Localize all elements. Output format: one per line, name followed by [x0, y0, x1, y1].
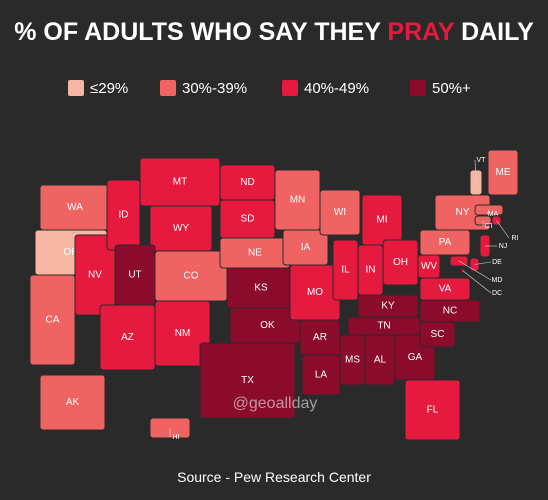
state-label: NY: [456, 207, 470, 218]
state-label: SC: [431, 329, 445, 340]
state-label: GA: [408, 352, 423, 363]
state-label: FL: [427, 405, 439, 416]
state-label: OK: [260, 320, 275, 331]
state-label: NE: [248, 248, 262, 259]
state: [487, 149, 519, 196]
state: [199, 342, 296, 419]
state-label: CO: [184, 271, 199, 282]
state-label: DC: [492, 290, 502, 297]
state-label: AK: [66, 397, 80, 408]
title-part: PRAY: [387, 18, 454, 46]
state: [39, 374, 106, 431]
state-label: IA: [301, 242, 311, 253]
state-label: UT: [128, 270, 141, 281]
state-label: CA: [46, 315, 60, 326]
state-label: MI: [376, 215, 387, 226]
state-label: TX: [241, 375, 254, 386]
legend-swatch: [68, 80, 84, 96]
state-label: AL: [374, 355, 387, 366]
state-label: AZ: [121, 332, 134, 343]
state-label: NJ: [499, 243, 508, 250]
state: [154, 300, 211, 367]
legend-label: ≤29%: [90, 80, 128, 97]
state-label: OR: [64, 247, 79, 258]
legend-label: 40%-49%: [304, 80, 369, 97]
leader-line: [474, 261, 492, 265]
state: [29, 274, 76, 366]
state-label: VT: [477, 157, 487, 164]
leader-line: [462, 270, 492, 294]
state-label: MO: [307, 287, 323, 298]
title-part: DAILY: [454, 18, 534, 46]
state-label: RI: [512, 235, 519, 242]
legend: ≤29% 30%-39% 40%-49% 50%+: [68, 80, 471, 97]
state-label: ME: [496, 167, 511, 178]
state-label: VA: [439, 284, 452, 295]
state: [319, 189, 361, 236]
state-label: MS: [345, 355, 360, 366]
state: [419, 277, 471, 301]
state-label: LA: [315, 370, 328, 381]
legend-swatch: [282, 80, 298, 96]
state-label: TN: [377, 321, 390, 332]
state-label: AR: [313, 332, 327, 343]
state-label: KY: [381, 301, 395, 312]
state-label: WI: [334, 207, 346, 218]
state-label: HI: [173, 434, 180, 441]
state-label: KS: [254, 283, 268, 294]
state-label: MD: [492, 277, 503, 284]
state-label: NV: [88, 270, 102, 281]
source: Source - Pew Research Center: [177, 469, 371, 485]
leader-line: [496, 220, 510, 239]
legend-swatch: [160, 80, 176, 96]
state-label: SD: [241, 214, 255, 225]
legend-label: 30%-39%: [182, 80, 247, 97]
state-label: CT: [484, 223, 494, 230]
states: WA OR CA NV ID MT WY UT CO AZ NM ND SD NE KS OK TX MN IA MO…: [29, 149, 519, 441]
state-label: WV: [421, 261, 437, 272]
state-label: MN: [290, 195, 306, 206]
state-label: NM: [175, 328, 191, 339]
watermark: @geoallday: [233, 395, 318, 412]
state-label: DE: [492, 259, 502, 266]
leader-line: [486, 209, 490, 215]
state-label: ND: [240, 177, 254, 188]
state-label: WY: [173, 223, 189, 234]
state-label: WA: [67, 202, 83, 213]
state-label: NC: [443, 306, 457, 317]
state-label: MA: [488, 211, 499, 218]
state-label: IL: [341, 265, 350, 276]
state: [404, 379, 461, 441]
state-label: OH: [393, 257, 408, 268]
legend-label: 50%+: [432, 80, 471, 97]
legend-swatch: [410, 80, 426, 96]
state-label: IN: [366, 265, 376, 276]
leader-line: [474, 159, 477, 183]
state-label: MT: [173, 177, 187, 188]
state-label: ID: [119, 210, 129, 221]
state-label: PA: [439, 237, 452, 248]
leader-line: [458, 260, 492, 281]
title-part: % OF ADULTS WHO SAY THEY: [14, 18, 387, 46]
title: % OF ADULTS WHO SAY THEY PRAY DAILY: [14, 18, 534, 46]
